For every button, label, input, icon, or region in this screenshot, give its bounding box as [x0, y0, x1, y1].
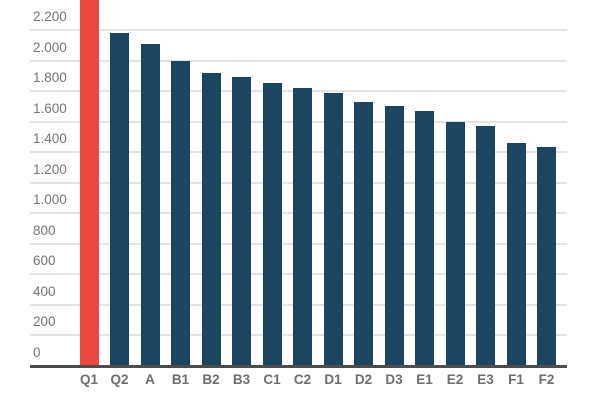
x-tick-label: B3	[232, 372, 251, 387]
bar-F2	[537, 147, 556, 367]
gridline-2.200	[30, 29, 567, 31]
y-tick-label: 2.200	[33, 9, 67, 24]
y-tick-label: 800	[33, 222, 56, 238]
bar-Q2	[110, 33, 129, 367]
y-tick-label: 1.400	[33, 131, 67, 146]
x-tick-label: B2	[202, 372, 220, 387]
x-tick-label: Q2	[110, 372, 129, 387]
bar-D3	[384, 106, 404, 367]
x-tick-label: E1	[416, 372, 433, 387]
bar-C2	[293, 87, 312, 367]
x-tick-label: D2	[354, 372, 373, 387]
x-tick-label: C2	[293, 372, 312, 387]
x-tick-label: E3	[477, 372, 494, 387]
bar-D1	[323, 92, 343, 367]
bar-E1	[415, 110, 434, 367]
bar-E3	[476, 126, 495, 367]
y-tick-label: 400	[33, 283, 56, 299]
bar-Q1	[79, 0, 99, 367]
y-tick-label: 1.800	[33, 70, 67, 85]
y-tick-label: 0	[33, 344, 41, 360]
gridline-2.000	[30, 59, 567, 62]
x-tick-label: A	[145, 372, 155, 387]
x-tick-label: E2	[446, 372, 464, 387]
y-tick-label: 600	[33, 253, 56, 268]
x-tick-label: B1	[171, 372, 190, 387]
x-tick-label: D3	[385, 372, 403, 387]
bar-B1	[171, 60, 190, 367]
bar-A	[140, 43, 160, 367]
y-tick-label: 2.000	[33, 39, 67, 55]
y-tick-label: 1.600	[33, 100, 67, 116]
y-tick-label: 200	[33, 314, 56, 329]
bar-C1	[262, 83, 282, 367]
bar-D2	[354, 101, 373, 367]
x-axis-line	[30, 365, 567, 368]
bar-F1	[506, 142, 526, 367]
bar-E2	[445, 121, 465, 367]
bar-B3	[232, 77, 251, 367]
x-tick-label: C1	[263, 372, 281, 387]
x-tick-label: D1	[324, 372, 342, 387]
bar-B2	[201, 72, 221, 367]
y-tick-label: 1.000	[33, 192, 67, 207]
x-tick-label: F1	[508, 372, 524, 387]
y-tick-label: 1.200	[33, 161, 67, 177]
x-tick-label: F2	[538, 372, 555, 387]
x-tick-label: Q1	[79, 372, 98, 387]
